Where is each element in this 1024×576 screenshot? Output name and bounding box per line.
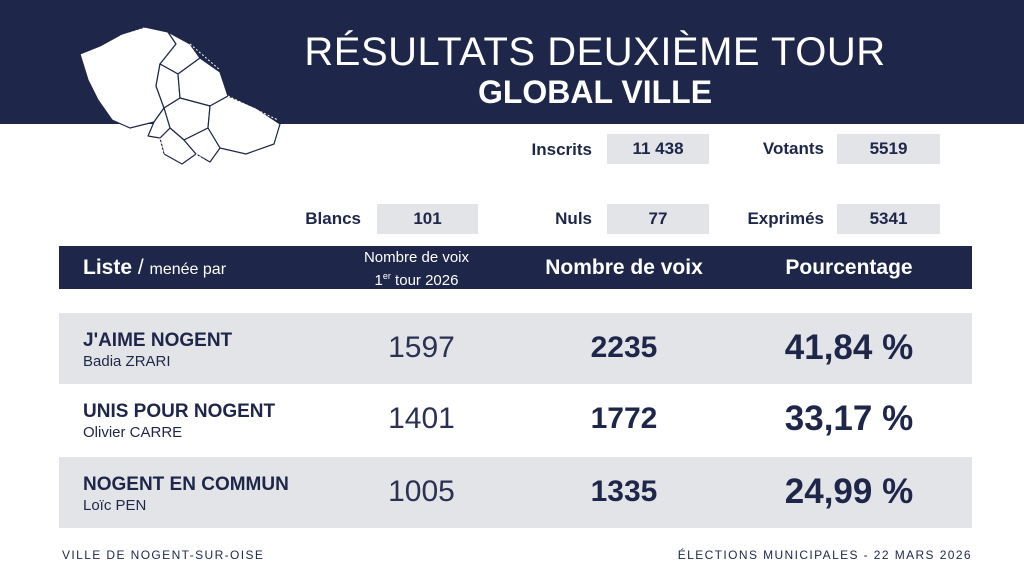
results-table-header: Liste / menée par Nombre de voix 1er tou… [59, 246, 972, 289]
header-first-round-line1: Nombre de voix [363, 249, 470, 266]
header-percentage: Pourcentage [785, 256, 913, 279]
first-round-votes: 1005 [388, 475, 455, 508]
votes-count: 1772 [590, 402, 658, 435]
votes-count: 2235 [590, 331, 658, 364]
header-first-round-line2: 1er tour 2026 [374, 271, 459, 289]
city-district-map-icon [79, 26, 281, 165]
table-row: J'AIME NOGENT Badia ZRARI 1597 2235 41,8… [59, 313, 972, 384]
blancs-label: Blancs [305, 209, 361, 228]
inscrits-label: Inscrits [531, 140, 592, 159]
table-row: NOGENT EN COMMUN Loïc PEN 1005 1335 24,9… [59, 457, 972, 528]
first-round-votes: 1597 [388, 331, 455, 364]
footer-city: VILLE DE NOGENT-SUR-OISE [62, 548, 265, 562]
list-name: UNIS POUR NOGENT [83, 401, 276, 422]
list-name: NOGENT EN COMMUN [83, 474, 289, 495]
inscrits-value: 11 438 [607, 134, 709, 164]
footer-election-date: ÉLECTIONS MUNICIPALES - 22 MARS 2026 [677, 548, 972, 562]
table-row: UNIS POUR NOGENT Olivier CARRE 1401 1772… [59, 384, 972, 455]
header-liste: Liste / menée par [83, 256, 226, 280]
votes-count: 1335 [590, 475, 658, 508]
first-round-votes: 1401 [388, 402, 455, 435]
exprimes-value: 5341 [837, 204, 940, 234]
header-menee-par: menée par [149, 261, 227, 278]
vote-percentage: 33,17 % [784, 399, 914, 438]
nuls-value: 77 [607, 204, 709, 234]
votants-value: 5519 [837, 134, 940, 164]
header-votes: Nombre de voix [545, 256, 703, 279]
vote-percentage: 24,99 % [784, 472, 914, 511]
list-name: J'AIME NOGENT [83, 330, 233, 351]
list-leader: Loïc PEN [83, 497, 147, 514]
list-leader: Olivier CARRE [83, 424, 183, 441]
page-title: RÉSULTATS DEUXIÈME TOUR [304, 30, 886, 74]
exprimes-label: Exprimés [747, 209, 824, 228]
page-subtitle: GLOBAL VILLE [477, 74, 713, 110]
list-leader: Badia ZRARI [83, 353, 171, 370]
vote-percentage: 41,84 % [784, 328, 914, 367]
header-liste-label: Liste [83, 256, 133, 279]
header-slash: / [132, 256, 150, 279]
blancs-value: 101 [377, 204, 478, 234]
header-first-round-votes: Nombre de voix 1er tour 2026 [329, 249, 504, 290]
nuls-label: Nuls [555, 209, 592, 228]
votants-label: Votants [762, 139, 824, 158]
